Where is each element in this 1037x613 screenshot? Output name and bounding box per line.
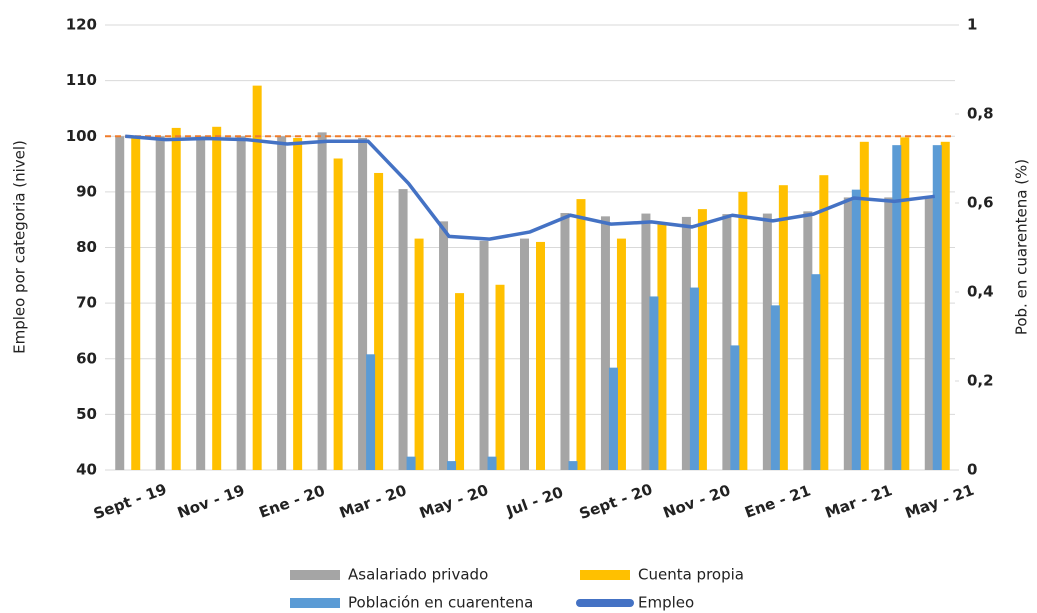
bar [689,287,699,470]
bar [722,214,732,470]
bar [487,456,497,470]
bar [196,136,206,470]
legend-label: Asalariado privado [348,566,488,584]
x-tick-label: Ene - 20 [257,481,328,521]
bar [811,274,821,470]
bar [252,85,262,470]
bar [681,216,691,470]
bar [576,199,586,470]
x-tick-label: Sept - 20 [577,480,655,523]
y-tick-label: 120 [66,16,97,34]
y2-tick-label: 0 [967,461,977,479]
bar [293,137,303,470]
legend-swatch [580,570,630,580]
legend-label: Población en cuarentena [348,594,533,612]
bar [600,216,610,470]
bar [641,213,651,470]
bar [236,136,246,470]
bar [940,141,950,470]
bar [414,238,424,470]
y-tick-label: 100 [66,127,97,145]
legend-swatch [290,598,340,608]
y2-axis-label: Pob. en cuarentena (%) [1013,159,1031,335]
y-tick-label: 70 [76,294,97,312]
y-tick-label: 50 [76,405,97,423]
bar [738,191,748,470]
y-axis-label: Empleo por categoria (nivel) [11,140,29,354]
bar [924,197,934,470]
bar [819,175,829,470]
bar [277,136,287,470]
x-tick-label: Mar - 20 [337,481,409,522]
bar [803,211,813,470]
bar [455,293,465,470]
y-tick-label: 90 [76,182,97,200]
bar [447,461,457,470]
y2-tick-label: 1 [967,16,977,34]
bar [932,145,942,470]
bar [900,137,910,471]
y2-tick-label: 0,8 [967,105,994,123]
y-tick-label: 80 [76,238,97,256]
bar [479,240,489,470]
bar [115,136,125,470]
x-tick-label: Mar - 21 [823,481,895,522]
bar [333,158,343,470]
bar [358,137,368,470]
bar [171,127,181,470]
x-tick-label: Nov - 20 [661,481,733,522]
bar [536,241,545,470]
legend-swatch [290,570,340,580]
x-tick-label: Ene - 21 [742,481,813,521]
line [125,134,935,241]
bar [892,145,902,470]
bar [851,189,861,470]
bar [495,284,505,470]
bar [859,141,869,470]
y-tick-label: 110 [66,71,97,89]
bar [560,213,570,470]
bar [131,136,141,470]
bar [649,296,659,470]
x-tick-label: Jul - 20 [503,483,565,520]
x-tick-label: May - 21 [903,481,977,523]
bar [317,132,327,470]
bar [616,238,626,470]
bar [212,126,222,470]
y2-tick-label: 0,6 [967,194,994,212]
y-tick-label: 40 [76,461,97,479]
legend-label: Cuenta propia [638,566,744,584]
x-tick-label: May - 20 [417,481,491,523]
bar [778,185,788,470]
bar [366,354,376,470]
bar [398,189,408,470]
bar [762,213,772,470]
bar [657,224,667,470]
x-tick-label: Sept - 19 [91,480,169,523]
y2-tick-label: 0,2 [967,372,994,390]
bar [770,305,780,470]
y-tick-label: 60 [76,349,97,367]
bar [697,209,707,470]
bar [406,456,416,470]
bar [374,172,384,470]
legend-label: Empleo [638,594,694,612]
y2-tick-label: 0,4 [967,283,994,301]
bar [608,367,618,470]
bar [439,221,449,470]
bar [884,197,894,470]
x-tick-label: Nov - 19 [175,481,247,522]
bar [155,136,165,470]
bar [568,461,578,470]
bar [730,345,740,470]
bar [520,238,529,470]
bar [843,197,853,470]
